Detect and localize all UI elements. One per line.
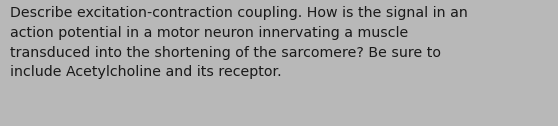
Text: Describe excitation-contraction coupling. How is the signal in an
action potenti: Describe excitation-contraction coupling… (10, 6, 468, 80)
